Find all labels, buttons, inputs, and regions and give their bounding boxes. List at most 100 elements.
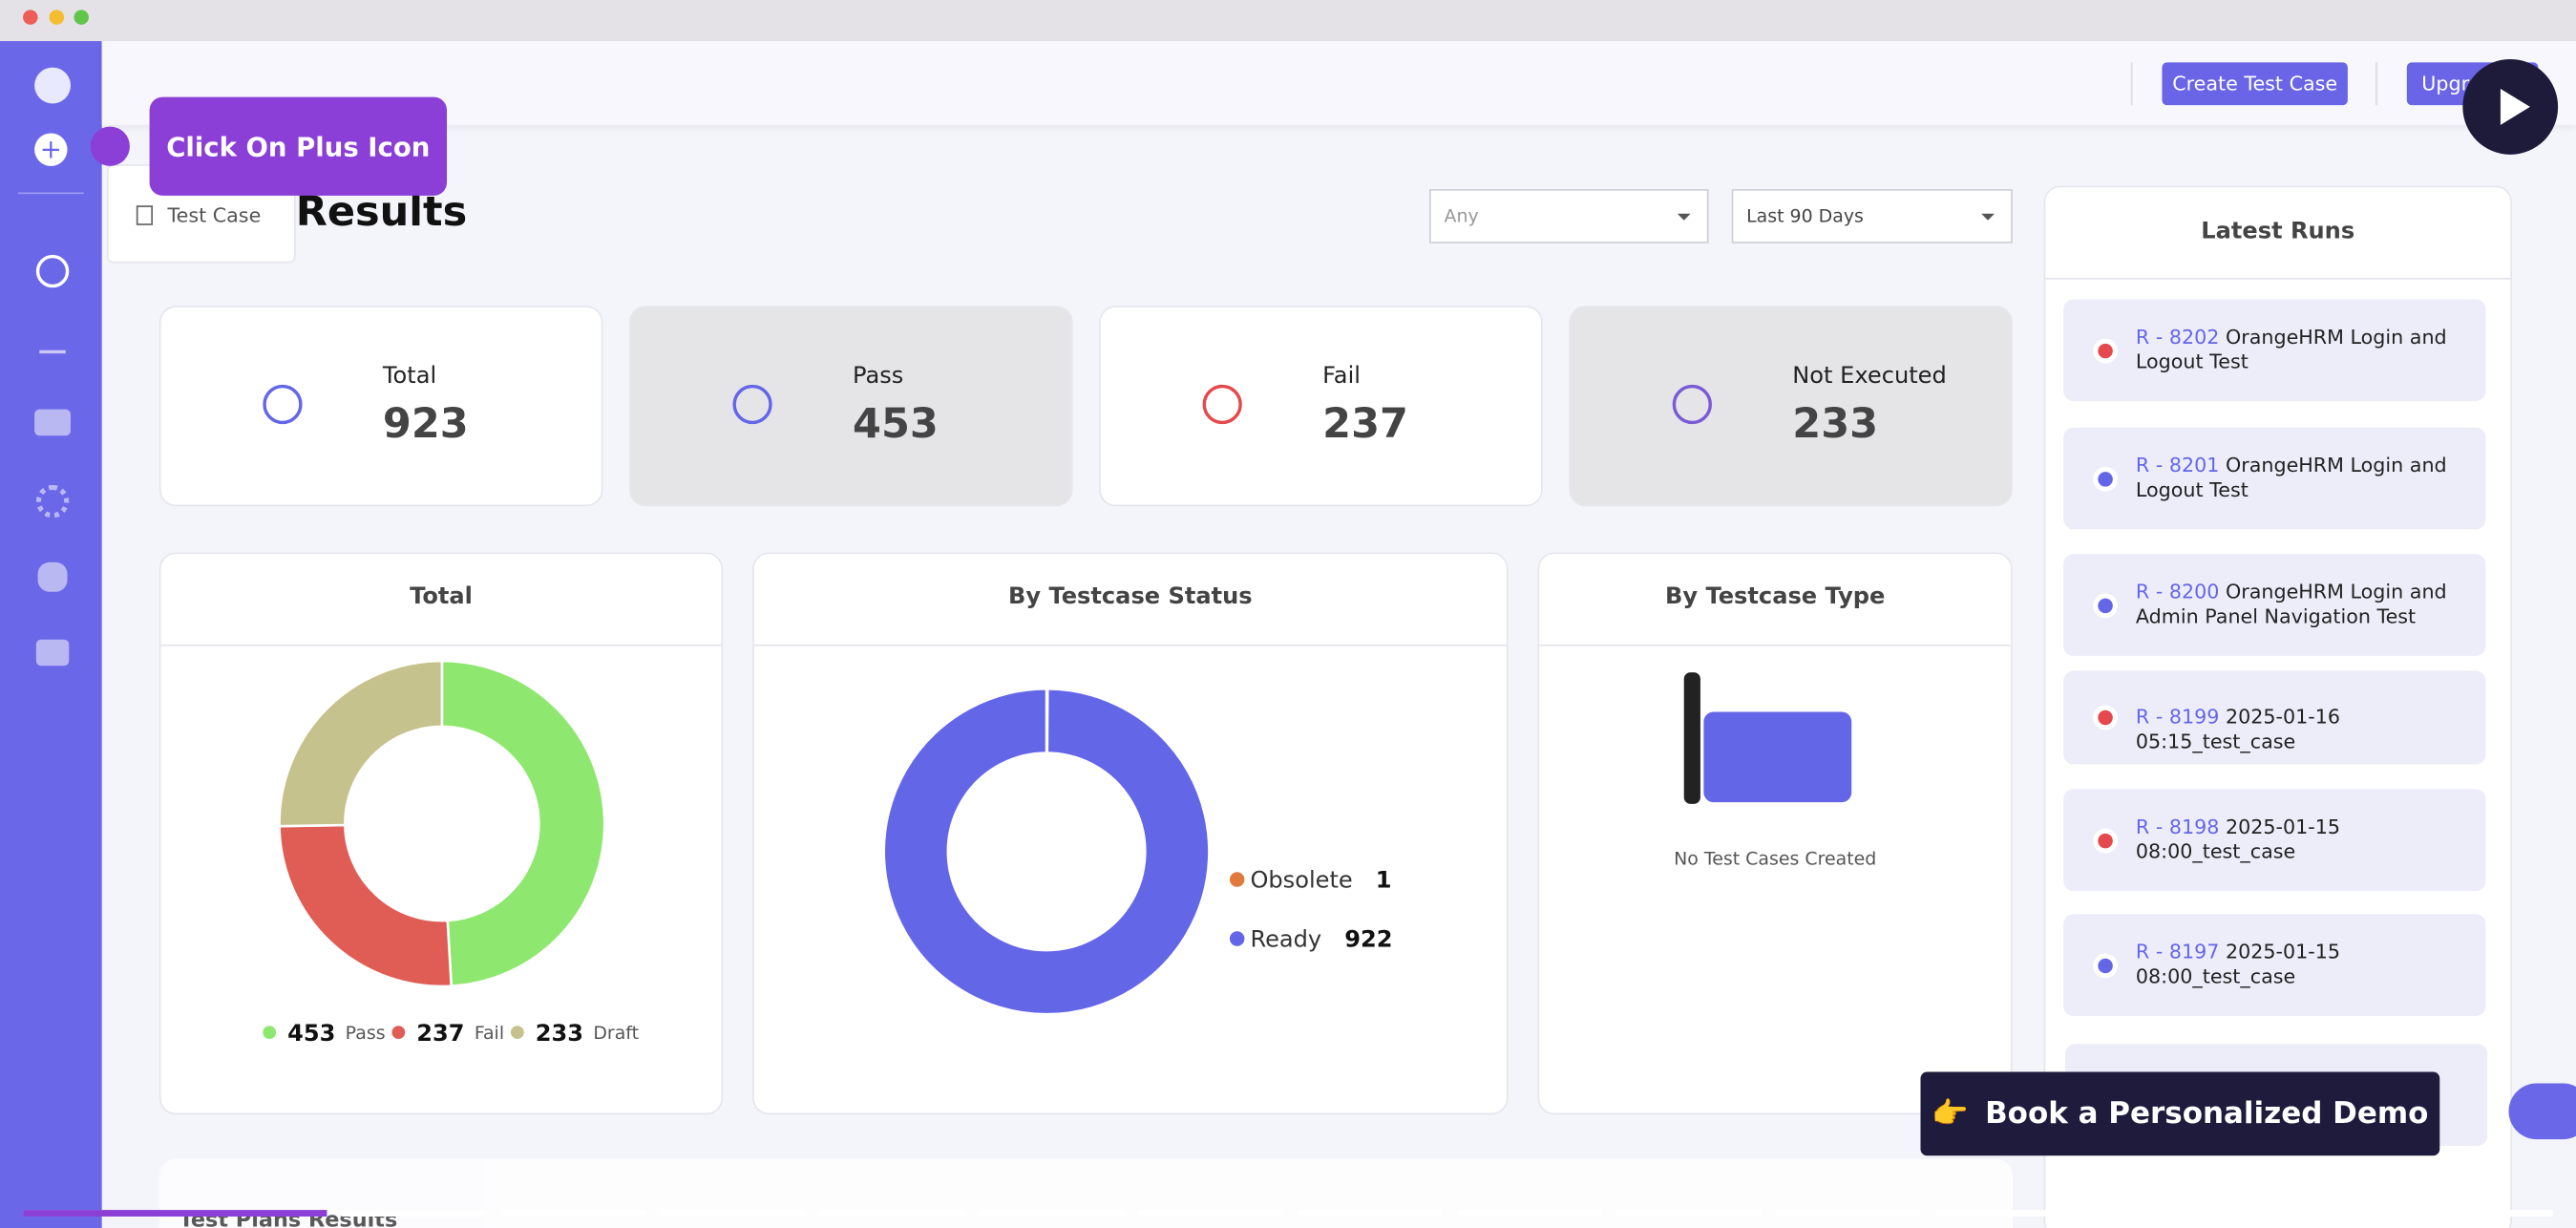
demo-icon: 👉	[1932, 1096, 1969, 1132]
run-card[interactable]: R - 8202 OrangeHRM Login and Logout Test	[2063, 299, 2486, 402]
stat-card: Fail 237	[1099, 306, 1543, 507]
run-text: R - 8201 OrangeHRM Login and Logout Test	[2136, 454, 2469, 503]
filter-dropdown[interactable]: Last 90 Days	[1731, 188, 2013, 243]
play-button[interactable]	[2462, 58, 2559, 155]
legend-value: 1	[1376, 867, 1392, 894]
window-bar	[0, 0, 2576, 42]
stat-value: 237	[1322, 399, 1408, 448]
legend-dot	[391, 1026, 406, 1040]
status-panel: By Testcase Status Obsolete 1 Ready 922	[752, 552, 1509, 1115]
run-card[interactable]: R - 8198 2025-01-15 08:00_test_case	[2063, 789, 2486, 892]
legend-value: 233	[536, 1020, 583, 1047]
run-id: R - 8200	[2135, 580, 2220, 603]
run-id: R - 8202	[2135, 325, 2220, 349]
stat-label: Total	[382, 363, 437, 391]
legend-label: Pass	[346, 1023, 386, 1044]
plus-icon[interactable]: +	[34, 133, 68, 166]
status-dot	[2098, 709, 2113, 726]
filter-dropdown[interactable]: Any	[1429, 188, 1709, 243]
stat-label: Pass	[853, 363, 904, 391]
run-name: OrangeHRM Login and Logout Test	[2135, 325, 2447, 373]
donut-slice	[278, 659, 444, 828]
run-name: OrangeHRM Login and Admin Panel Navigati…	[2135, 580, 2447, 628]
status-dot	[2098, 958, 2113, 974]
stat-value: 233	[1792, 399, 1879, 448]
chat-button[interactable]	[2508, 1083, 2576, 1140]
demo-button[interactable]: 👉 Book a Personalized Demo	[1920, 1071, 2440, 1156]
status-dot	[2098, 598, 2113, 614]
run-id: R - 8197	[2135, 940, 2220, 963]
run-name: 2025-01-15 08:00_test_case	[2135, 940, 2341, 988]
legend-dot	[1229, 872, 1245, 887]
nav-icon[interactable]	[35, 639, 70, 667]
demo-text: Book a Personalized Demo	[1985, 1096, 2429, 1132]
stat-label: Fail	[1322, 363, 1361, 391]
run-text: R - 8202 OrangeHRM Login and Logout Test	[2136, 326, 2469, 375]
menu-card: Test Case	[106, 164, 296, 264]
stat-card: Total 923	[158, 306, 603, 507]
legend-value: 237	[416, 1020, 464, 1047]
donut-slice	[278, 823, 454, 988]
donut-slice	[882, 688, 1211, 1016]
empty-illustration	[1703, 711, 1852, 803]
run-id: R - 8199	[2135, 705, 2220, 729]
legend-value: 453	[287, 1020, 335, 1047]
run-id: R - 8198	[2135, 815, 2220, 839]
logo	[34, 67, 71, 104]
legend-label: Draft	[593, 1023, 639, 1044]
panel-title: By Testcase Status	[1008, 583, 1253, 610]
stat-value: 453	[853, 399, 939, 448]
run-name: OrangeHRM Login and Logout Test	[2135, 454, 2447, 502]
progress-current	[23, 1210, 327, 1217]
legend-dot	[263, 1026, 277, 1040]
stat-value: 923	[382, 399, 469, 448]
nav-icon[interactable]	[35, 254, 70, 288]
donut-chart: Obsolete 1 Ready 922	[882, 688, 1393, 1016]
hint-dot	[90, 126, 130, 166]
legend-label: Obsolete	[1250, 867, 1352, 894]
run-card[interactable]: R - 8199 2025-01-16 05:15_test_case	[2063, 670, 2486, 765]
legend-dot	[1229, 931, 1245, 946]
stat-card: Not Executed 233	[1569, 306, 2013, 507]
nav-icon[interactable]	[35, 484, 70, 519]
menu-item[interactable]: Test Case	[167, 203, 262, 227]
run-card[interactable]: R - 8200 OrangeHRM Login and Admin Panel…	[2063, 554, 2486, 656]
stat-icon	[1672, 384, 1712, 425]
run-id: R - 8201	[2135, 454, 2220, 477]
run-text: R - 8199 2025-01-16 05:15_test_case	[2136, 706, 2469, 755]
run-card[interactable]: R - 8197 2025-01-15 08:00_test_case	[2063, 914, 2486, 1016]
run-card[interactable]: R - 8201 OrangeHRM Login and Logout Test	[2063, 427, 2486, 530]
run-name: 2025-01-15 08:00_test_case	[2135, 815, 2341, 863]
total-panel: Total 453 Pass 237 Fail 233 Draft	[158, 552, 724, 1115]
legend-label: Fail	[475, 1023, 504, 1044]
create-button[interactable]: Create Test Case	[2162, 62, 2348, 106]
run-text: R - 8197 2025-01-15 08:00_test_case	[2136, 941, 2469, 990]
legend-dot	[510, 1026, 524, 1040]
status-dot	[2098, 472, 2113, 487]
progress-steps	[23, 1210, 2553, 1217]
panel-title: Latest Runs	[2201, 218, 2355, 245]
panel-title: By Testcase Type	[1665, 583, 1886, 610]
stat-label: Not Executed	[1792, 363, 1947, 391]
nav-icon[interactable]	[34, 409, 71, 436]
tooltip: Click On Plus Icon	[149, 96, 448, 196]
stat-card: Pass 453	[629, 306, 1073, 507]
test-plans-card: Test Plans Results	[158, 1158, 2013, 1228]
nav-icon[interactable]	[39, 337, 66, 354]
panel-title: Total	[410, 583, 473, 610]
header: Create Test Case Upgrade	[101, 41, 2576, 125]
stat-icon	[1202, 384, 1242, 425]
legend-label: Ready	[1250, 926, 1321, 953]
status-dot	[2098, 833, 2113, 849]
donut-chart: 453 Pass 237 Fail 233 Draft	[263, 659, 639, 1047]
nav-icon[interactable]	[37, 561, 68, 592]
status-dot	[2098, 343, 2113, 359]
type-panel: By Testcase Type No Test Cases Created	[1537, 552, 2013, 1115]
run-text: R - 8200 OrangeHRM Login and Admin Panel…	[2136, 581, 2469, 630]
empty-text: No Test Cases Created	[1674, 848, 1877, 870]
legend-value: 922	[1344, 926, 1392, 953]
donut-slice	[440, 659, 606, 988]
sidebar: +	[0, 41, 102, 1228]
run-name: 2025-01-16 05:15_test_case	[2135, 705, 2341, 753]
